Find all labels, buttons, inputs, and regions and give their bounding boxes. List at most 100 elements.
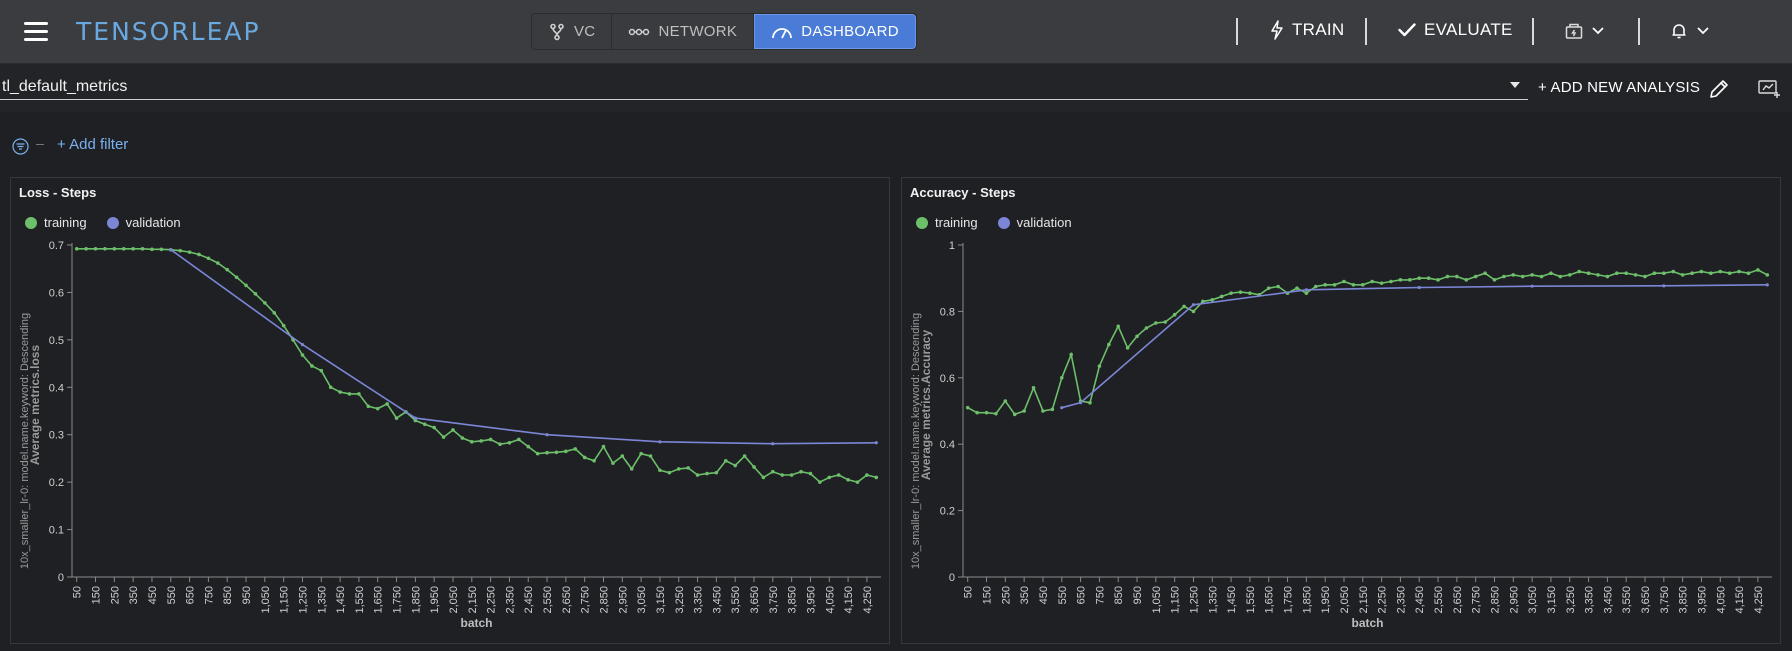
- data-point-training[interactable]: [695, 473, 700, 477]
- data-point-validation[interactable]: [1191, 303, 1196, 307]
- data-point-training[interactable]: [1398, 278, 1403, 282]
- data-point-training[interactable]: [994, 411, 998, 416]
- data-point-training[interactable]: [1483, 271, 1487, 276]
- data-point-training[interactable]: [1699, 269, 1704, 274]
- data-point-training[interactable]: [216, 261, 220, 265]
- data-point-training[interactable]: [799, 469, 803, 474]
- data-point-training[interactable]: [1727, 271, 1732, 276]
- data-point-validation[interactable]: [1078, 401, 1083, 405]
- data-point-training[interactable]: [74, 246, 79, 251]
- data-point-validation[interactable]: [545, 433, 549, 437]
- data-point-training[interactable]: [1135, 334, 1139, 339]
- data-point-training[interactable]: [984, 410, 989, 415]
- data-point-training[interactable]: [460, 436, 465, 440]
- data-point-training[interactable]: [620, 454, 625, 458]
- data-point-training[interactable]: [366, 404, 371, 409]
- data-point-training[interactable]: [347, 392, 352, 396]
- data-point-training[interactable]: [1709, 271, 1713, 276]
- data-point-training[interactable]: [582, 455, 587, 460]
- data-point-training[interactable]: [808, 471, 813, 476]
- data-point-training[interactable]: [827, 475, 832, 480]
- data-point-training[interactable]: [761, 475, 766, 480]
- data-point-training[interactable]: [1436, 278, 1440, 282]
- data-point-training[interactable]: [648, 454, 653, 458]
- legend-training[interactable]: training: [25, 215, 87, 230]
- data-point-training[interactable]: [121, 246, 126, 251]
- data-point-training[interactable]: [1144, 326, 1149, 330]
- app-logo[interactable]: TENSORLEAP: [76, 17, 261, 46]
- data-point-training[interactable]: [526, 444, 531, 449]
- data-point-training[interactable]: [140, 246, 145, 251]
- data-point-training[interactable]: [310, 364, 314, 368]
- data-point-training[interactable]: [714, 470, 719, 475]
- data-point-training[interactable]: [629, 467, 634, 471]
- data-point-training[interactable]: [272, 311, 277, 315]
- data-point-training[interactable]: [1351, 283, 1356, 287]
- data-point-training[interactable]: [965, 405, 970, 410]
- data-point-training[interactable]: [846, 477, 850, 482]
- data-point-training[interactable]: [517, 437, 521, 442]
- data-point-training[interactable]: [1172, 312, 1177, 317]
- data-point-training[interactable]: [771, 469, 775, 474]
- data-point-training[interactable]: [573, 447, 578, 451]
- data-point-training[interactable]: [1295, 286, 1299, 290]
- data-point-training[interactable]: [676, 467, 681, 471]
- data-point-training[interactable]: [1360, 283, 1365, 287]
- legend-validation[interactable]: validation: [106, 215, 181, 230]
- data-point-training[interactable]: [1605, 274, 1610, 279]
- data-point-training[interactable]: [1633, 273, 1638, 277]
- data-point-validation[interactable]: [169, 248, 173, 252]
- data-point-training[interactable]: [1238, 290, 1243, 294]
- data-point-training[interactable]: [1182, 304, 1186, 309]
- data-point-training[interactable]: [1069, 352, 1073, 357]
- data-point-training[interactable]: [357, 392, 361, 396]
- data-point-training[interactable]: [705, 471, 709, 476]
- data-point-training[interactable]: [451, 428, 455, 432]
- data-point-training[interactable]: [1088, 400, 1092, 405]
- data-point-training[interactable]: [1652, 271, 1657, 276]
- data-point-training[interactable]: [263, 301, 267, 305]
- data-point-training[interactable]: [422, 422, 427, 427]
- data-point-training[interactable]: [554, 450, 559, 455]
- data-point-training[interactable]: [1276, 284, 1280, 289]
- data-point-training[interactable]: [733, 463, 737, 468]
- data-point-training[interactable]: [1003, 399, 1008, 403]
- data-point-training[interactable]: [601, 444, 606, 449]
- data-point-training[interactable]: [1737, 269, 1741, 274]
- data-point-training[interactable]: [507, 440, 512, 445]
- data-point-training[interactable]: [1154, 321, 1158, 325]
- data-point-training[interactable]: [686, 466, 690, 470]
- data-point-training[interactable]: [836, 473, 841, 477]
- data-point-training[interactable]: [469, 440, 474, 444]
- data-point-validation[interactable]: [1060, 406, 1064, 410]
- data-point-training[interactable]: [84, 246, 88, 251]
- data-point-training[interactable]: [328, 385, 333, 390]
- data-point-training[interactable]: [545, 450, 549, 455]
- data-point-training[interactable]: [1473, 274, 1478, 279]
- data-point-training[interactable]: [1370, 279, 1375, 284]
- data-point-training[interactable]: [150, 247, 154, 252]
- data-point-training[interactable]: [789, 473, 794, 477]
- menu-icon[interactable]: [24, 22, 48, 42]
- data-point-training[interactable]: [234, 275, 239, 280]
- data-point-training[interactable]: [639, 451, 643, 456]
- data-point-training[interactable]: [1690, 271, 1694, 276]
- data-point-training[interactable]: [432, 425, 436, 430]
- data-point-validation[interactable]: [1662, 284, 1666, 288]
- data-point-training[interactable]: [1125, 346, 1130, 350]
- data-point-training[interactable]: [244, 283, 248, 288]
- data-point-training[interactable]: [1530, 273, 1534, 277]
- data-point-validation[interactable]: [658, 440, 662, 444]
- data-point-training[interactable]: [780, 473, 785, 477]
- data-point-training[interactable]: [1746, 271, 1751, 276]
- data-point-training[interactable]: [1219, 294, 1224, 299]
- data-point-validation[interactable]: [300, 343, 305, 347]
- data-point-training[interactable]: [1492, 278, 1497, 282]
- data-point-training[interactable]: [1012, 412, 1017, 417]
- data-point-training[interactable]: [874, 475, 879, 480]
- data-point-training[interactable]: [1539, 274, 1544, 279]
- data-point-training[interactable]: [131, 246, 135, 251]
- data-point-training[interactable]: [1210, 297, 1215, 302]
- legend-training[interactable]: training: [916, 215, 978, 230]
- data-point-training[interactable]: [1342, 279, 1346, 284]
